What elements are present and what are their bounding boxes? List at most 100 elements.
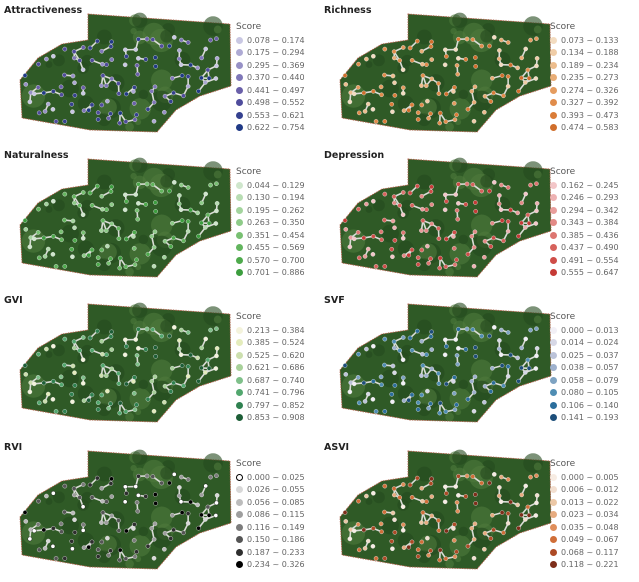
sample-point — [443, 264, 449, 269]
sample-point — [391, 492, 397, 498]
sample-point — [145, 251, 151, 257]
sample-point — [135, 71, 141, 77]
sample-point — [150, 37, 156, 42]
legend-item: 0.437 ~ 0.490 — [550, 242, 619, 255]
legend-header: Score — [550, 167, 576, 177]
sample-point — [482, 530, 488, 536]
legend-label: 0.014 ~ 0.024 — [561, 338, 619, 348]
sample-point — [35, 375, 41, 380]
legend-item: 0.000 ~ 0.025 — [236, 471, 305, 484]
sample-point — [482, 238, 488, 244]
sample-point — [469, 234, 475, 239]
sample-point — [401, 545, 407, 550]
sample-point — [390, 546, 395, 552]
map-panel-naturalness: Naturalness Score 0.044 ~ 0.129 0.130 ~ … — [0, 145, 319, 290]
sample-point — [95, 547, 101, 552]
sample-point — [51, 343, 56, 349]
sample-point — [452, 522, 457, 527]
legend-swatch — [236, 523, 243, 531]
sample-point — [444, 381, 449, 387]
vegetation-patch — [365, 206, 373, 213]
vegetation-patch — [138, 234, 149, 245]
sample-point — [443, 409, 449, 414]
sample-point — [89, 203, 95, 208]
sample-point — [214, 353, 219, 359]
sample-point — [469, 89, 475, 94]
sample-point — [407, 190, 413, 196]
sample-point — [72, 93, 78, 98]
sample-point — [196, 378, 201, 384]
sample-point — [525, 67, 531, 73]
sample-point — [195, 65, 200, 71]
legend-swatch — [236, 74, 243, 82]
vegetation-patch — [480, 319, 494, 333]
sample-point — [80, 522, 86, 528]
legend-item: 0.049 ~ 0.067 — [550, 534, 619, 547]
sample-point — [491, 380, 496, 386]
sample-point — [419, 373, 424, 378]
legend-swatch — [236, 389, 243, 397]
sample-point — [464, 36, 470, 42]
sample-point — [152, 229, 158, 235]
vegetation-patch — [450, 464, 457, 472]
sample-point — [454, 549, 459, 555]
sample-point — [437, 547, 443, 553]
sample-point — [62, 556, 68, 561]
sample-point — [471, 263, 477, 269]
sample-point — [117, 265, 122, 271]
sample-point — [23, 82, 29, 87]
sample-point — [471, 408, 477, 414]
sample-point — [419, 485, 425, 491]
sample-point — [62, 509, 67, 515]
sample-point — [423, 373, 429, 378]
park-boundary — [339, 303, 552, 423]
sample-point — [208, 327, 213, 333]
legend-swatch — [550, 244, 557, 252]
sample-point — [371, 198, 376, 204]
legend-item: 0.622 ~ 0.754 — [236, 122, 305, 135]
sample-point — [62, 72, 67, 78]
sample-point — [420, 498, 425, 504]
sample-point — [71, 194, 77, 199]
sample-point — [505, 477, 511, 482]
legend-label: 0.295 ~ 0.369 — [247, 60, 305, 70]
sample-point — [436, 518, 441, 523]
sample-point — [168, 244, 174, 249]
sample-point — [464, 181, 470, 187]
sample-point — [400, 236, 406, 241]
sample-point — [391, 200, 397, 206]
sample-point — [454, 112, 459, 118]
sample-point — [145, 106, 151, 112]
legend-swatch — [550, 269, 557, 277]
sample-point — [516, 525, 521, 531]
legend-item: 0.038 ~ 0.057 — [550, 362, 619, 375]
sample-point — [104, 499, 109, 504]
legend-label: 0.150 ~ 0.186 — [247, 535, 305, 545]
sample-point — [362, 109, 368, 114]
sample-point — [436, 528, 442, 533]
sample-point — [170, 75, 175, 81]
sample-point — [444, 491, 449, 496]
sample-point — [390, 254, 395, 260]
sample-point — [185, 229, 191, 234]
sample-point — [168, 536, 174, 541]
sample-point — [51, 526, 56, 531]
sample-point — [206, 75, 212, 81]
vegetation-patch — [372, 491, 385, 504]
sample-point — [356, 498, 361, 504]
sample-point — [99, 539, 105, 545]
sample-point — [463, 57, 469, 62]
sample-point — [188, 499, 193, 505]
sample-point — [80, 335, 86, 340]
sample-point — [452, 117, 458, 123]
sample-point — [420, 351, 425, 357]
sample-point — [426, 115, 431, 121]
map-panel-asvi: ASVI Score 0.000 ~ 0.005 0.006 ~ 0.012 0… — [320, 437, 639, 582]
sample-point — [525, 357, 531, 363]
sample-point — [453, 192, 459, 197]
sample-point — [499, 510, 505, 515]
sample-point — [123, 119, 129, 124]
sample-point — [134, 257, 139, 263]
sample-point — [152, 84, 158, 90]
sample-point — [523, 191, 529, 197]
